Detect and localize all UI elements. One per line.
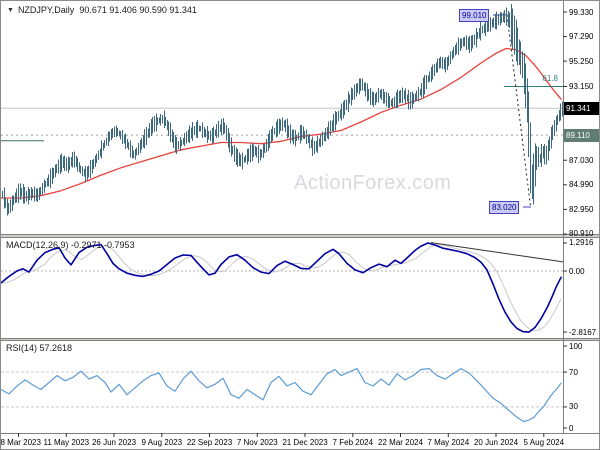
price-axis-label: 99.330 bbox=[569, 7, 594, 17]
watermark: ActionForex.com bbox=[294, 172, 452, 194]
date-axis-label: 26 Jun 2023 bbox=[91, 438, 137, 447]
symbol-dropdown-icon[interactable]: ▼ bbox=[7, 7, 14, 14]
rsi-axis-label: 0 bbox=[569, 423, 574, 433]
rsi-line bbox=[1, 368, 562, 423]
date-axis-label: 7 Nov 2023 bbox=[236, 438, 278, 447]
macd-axis-label: 1.2916 bbox=[569, 238, 594, 248]
fib-retracement-label: 61.8 bbox=[542, 74, 558, 83]
projection-dashed-line bbox=[506, 14, 531, 207]
price-axis-label: 93.150 bbox=[569, 81, 594, 91]
rsi-axis-label: 30 bbox=[569, 402, 578, 412]
date-axis-label: 21 Dec 2023 bbox=[282, 438, 328, 447]
date-axis-label: 22 Mar 2024 bbox=[378, 438, 423, 447]
macd-axis-label: 0.00 bbox=[569, 266, 585, 276]
current-price-badge: 91.341 bbox=[564, 102, 599, 115]
symbol-title: NZDJPY,Daily bbox=[17, 5, 75, 15]
macd-signal-line bbox=[1, 244, 562, 332]
date-axis-label: 20 Jun 2024 bbox=[473, 438, 519, 447]
date-axis-label: 7 Feb 2024 bbox=[332, 438, 374, 447]
price-axis-label: 95.250 bbox=[569, 56, 594, 66]
rsi-title: RSI(14) 57.2618 bbox=[6, 343, 73, 353]
panel-separator bbox=[1, 338, 599, 341]
chart-title-bar: ▼ NZDJPY,Daily 90.671 91.406 90.590 91.34… bbox=[7, 5, 197, 16]
date-axis-label: 22 Sep 2023 bbox=[186, 438, 233, 447]
date-axis-label: 11 May 2023 bbox=[43, 438, 90, 447]
support-level-badge: 89.110 bbox=[564, 129, 599, 142]
candlestick-series bbox=[2, 3, 563, 216]
date-axis-label: 9 Aug 2023 bbox=[141, 438, 183, 447]
panel-separator bbox=[1, 234, 599, 238]
macd-title: MACD(12,26,9) -0.2971 -0.7953 bbox=[6, 240, 135, 250]
rsi-axis-label: 100 bbox=[569, 341, 583, 351]
macd-line bbox=[1, 242, 562, 333]
date-axis-label: 7 May 2024 bbox=[427, 438, 470, 447]
high-price-annotation: 99.010 bbox=[459, 9, 490, 22]
price-axis-label: 82.950 bbox=[569, 204, 594, 214]
price-axis-label: 87.030 bbox=[569, 155, 594, 165]
price-axis-label: 84.990 bbox=[569, 180, 594, 190]
rsi-axis-label: 70 bbox=[569, 367, 578, 377]
date-axis-label: 5 Aug 2024 bbox=[523, 438, 565, 447]
date-axis-label: 28 Mar 2023 bbox=[0, 438, 41, 447]
ohlc-values: 90.671 91.406 90.590 91.341 bbox=[79, 5, 197, 15]
macd-axis-label: -2.8167 bbox=[569, 327, 597, 337]
price-axis-label: 97.290 bbox=[569, 32, 594, 42]
price-axis-label: 80.910 bbox=[569, 229, 594, 239]
macd-trendline bbox=[430, 242, 564, 263]
low-price-annotation: 83.020 bbox=[489, 201, 520, 214]
